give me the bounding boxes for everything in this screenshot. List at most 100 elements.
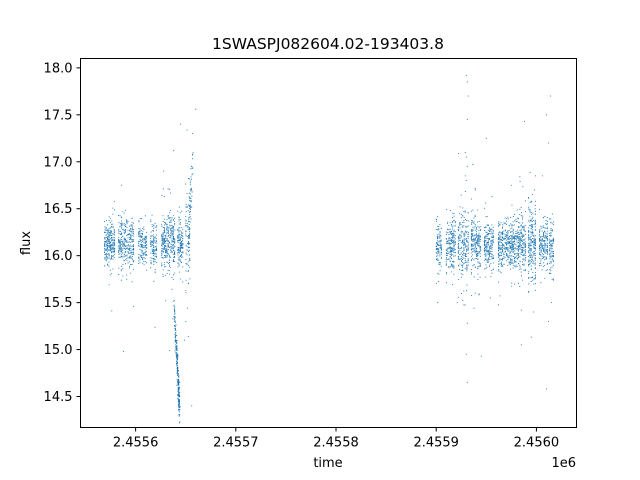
- data-point: [552, 253, 555, 255]
- data-point: [480, 355, 482, 357]
- data-point: [499, 244, 501, 246]
- data-point: [551, 246, 553, 248]
- data-point: [171, 238, 173, 240]
- data-point: [182, 228, 184, 230]
- data-point: [175, 354, 177, 356]
- data-point: [185, 292, 187, 294]
- data-point: [142, 236, 144, 238]
- data-point: [534, 262, 537, 264]
- data-point: [161, 264, 163, 266]
- data-point: [507, 239, 509, 241]
- data-point: [138, 244, 140, 246]
- data-point: [517, 282, 520, 284]
- data-point: [131, 241, 133, 243]
- data-point: [492, 240, 494, 242]
- data-point: [128, 261, 130, 263]
- data-point: [475, 242, 477, 244]
- data-point: [534, 229, 536, 231]
- data-point: [522, 226, 524, 228]
- data-point: [139, 246, 141, 248]
- data-point: [529, 245, 531, 247]
- data-point: [521, 218, 524, 220]
- data-point: [155, 256, 158, 258]
- data-point: [435, 248, 438, 250]
- data-point: [178, 374, 180, 376]
- data-point: [189, 198, 191, 200]
- data-point: [187, 236, 189, 238]
- data-point: [143, 264, 145, 266]
- data-point: [139, 228, 141, 230]
- data-point: [140, 254, 142, 256]
- data-point: [541, 175, 543, 177]
- data-point: [169, 188, 171, 190]
- data-point: [523, 247, 525, 249]
- data-point: [477, 236, 479, 238]
- data-point: [177, 250, 179, 252]
- data-point: [178, 391, 180, 393]
- data-point: [474, 243, 476, 245]
- data-point: [447, 228, 449, 230]
- data-point: [190, 188, 192, 190]
- data-point: [504, 230, 506, 232]
- data-point: [467, 237, 469, 239]
- data-point: [127, 248, 129, 250]
- data-point: [474, 225, 476, 227]
- data-point: [541, 237, 543, 240]
- data-point: [150, 260, 152, 262]
- data-point: [185, 211, 187, 213]
- data-point: [146, 240, 148, 242]
- data-point: [503, 230, 505, 232]
- data-point: [504, 223, 506, 225]
- data-point: [460, 217, 462, 219]
- data-point: [186, 307, 188, 309]
- data-point: [497, 304, 500, 306]
- data-point: [490, 263, 492, 265]
- data-point: [491, 243, 493, 245]
- data-point: [491, 244, 493, 246]
- data-point: [131, 263, 133, 266]
- data-point: [155, 249, 157, 251]
- data-point: [499, 231, 501, 233]
- data-point: [447, 240, 449, 242]
- data-point: [452, 232, 454, 234]
- data-point: [486, 234, 488, 236]
- data-point: [188, 234, 190, 237]
- data-point: [127, 257, 129, 259]
- data-point: [544, 235, 546, 237]
- data-point: [465, 245, 467, 247]
- data-point: [490, 240, 492, 242]
- data-point: [169, 273, 171, 275]
- data-point: [126, 219, 128, 221]
- data-point: [140, 232, 142, 234]
- data-point: [448, 265, 450, 267]
- data-point: [454, 242, 456, 244]
- data-point: [171, 276, 173, 278]
- data-point: [529, 221, 531, 223]
- data-point: [169, 264, 171, 266]
- data-point: [123, 212, 125, 214]
- data-point: [473, 250, 475, 252]
- data-point: [108, 242, 110, 244]
- data-point: [146, 243, 148, 246]
- data-point: [105, 242, 107, 244]
- data-point: [106, 256, 108, 258]
- data-point: [163, 228, 165, 230]
- data-point: [174, 310, 176, 312]
- data-point: [105, 219, 107, 222]
- data-point: [452, 264, 454, 266]
- data-point: [126, 241, 128, 243]
- data-point: [165, 251, 167, 253]
- data-point: [473, 217, 475, 219]
- data-point: [512, 248, 514, 250]
- data-point: [112, 239, 114, 241]
- data-point: [487, 250, 489, 252]
- data-point: [548, 245, 550, 247]
- data-point: [170, 251, 172, 253]
- data-point: [177, 397, 179, 399]
- data-point: [142, 255, 144, 257]
- data-point: [189, 189, 192, 191]
- data-point: [179, 219, 181, 221]
- data-point: [507, 233, 509, 235]
- data-point: [133, 254, 135, 256]
- data-point: [508, 255, 511, 257]
